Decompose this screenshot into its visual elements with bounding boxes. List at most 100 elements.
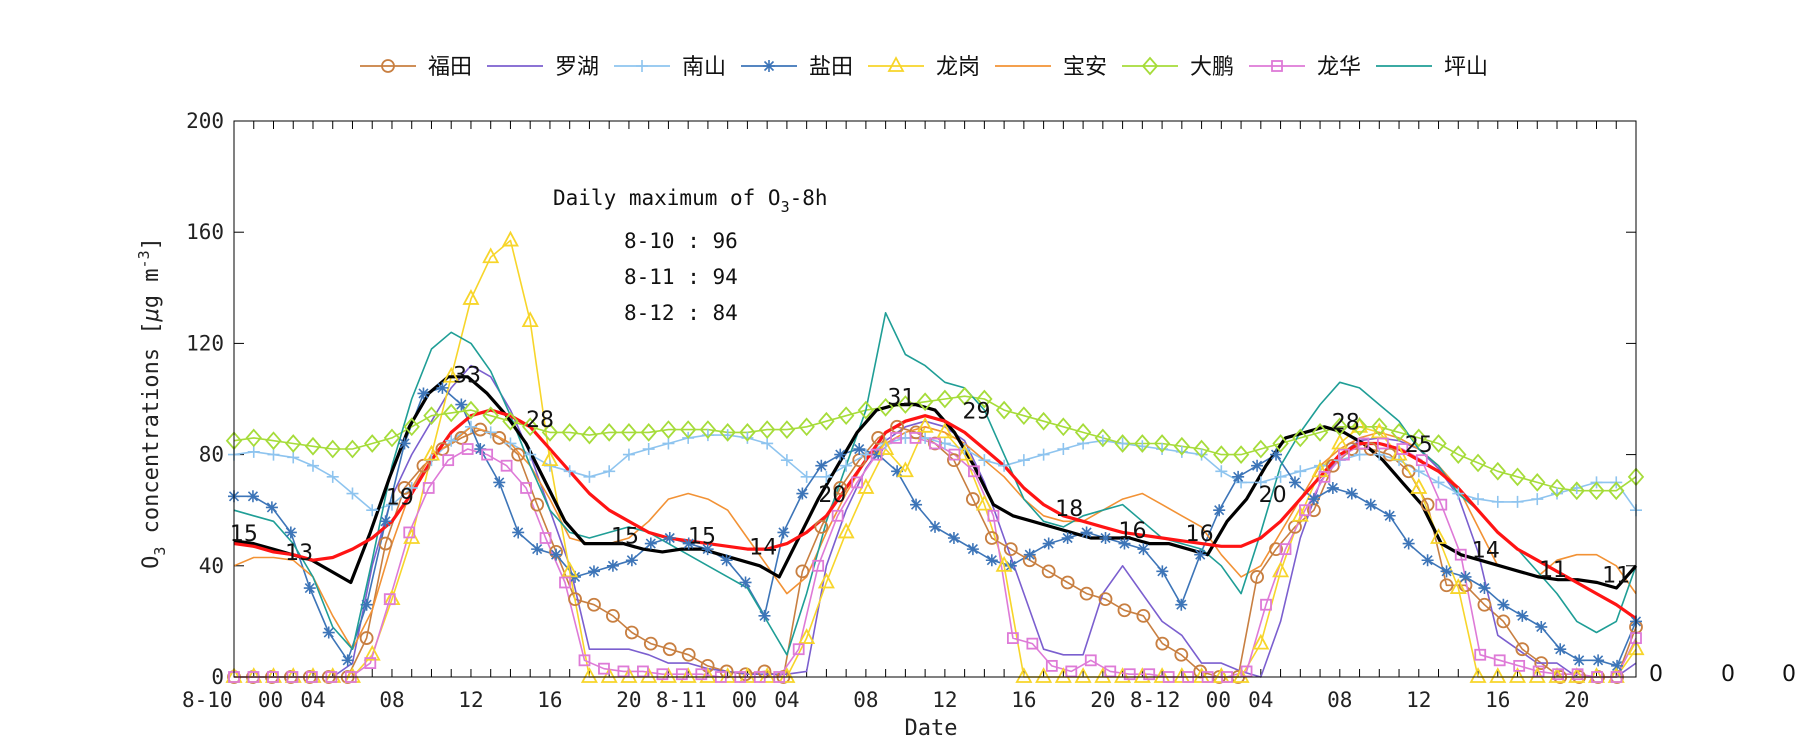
data-point	[473, 422, 488, 437]
data-point	[777, 526, 790, 539]
data-point	[1450, 445, 1467, 464]
x-tick-label: 8-10 00	[182, 688, 283, 712]
data-point	[896, 461, 914, 478]
data-point	[324, 439, 341, 459]
x-tick-label: 16	[1485, 688, 1510, 712]
data-point	[304, 436, 322, 456]
plot-frame	[233, 120, 1637, 678]
point-label: 13	[285, 541, 313, 566]
data-point	[1357, 437, 1370, 450]
data-point	[265, 501, 278, 514]
point-label: 15	[688, 525, 716, 550]
data-point	[1232, 667, 1250, 683]
data-point	[833, 481, 848, 495]
data-point	[1291, 505, 1309, 522]
point-label: 18	[1055, 497, 1083, 522]
data-point	[454, 431, 469, 445]
data-point	[637, 665, 649, 678]
data-point	[1390, 422, 1408, 442]
data-point	[763, 60, 775, 72]
data-point	[1023, 548, 1036, 561]
data-point	[405, 481, 418, 494]
data-point	[675, 668, 688, 681]
data-point	[1272, 561, 1290, 578]
corner-label: 0	[1782, 662, 1796, 687]
data-point	[455, 398, 468, 411]
data-point	[539, 532, 552, 544]
data-point	[1213, 504, 1226, 517]
legend-label: 大鹏	[1190, 55, 1234, 80]
data-point	[559, 576, 571, 589]
data-point	[1015, 667, 1033, 683]
data-point	[1592, 654, 1605, 667]
data-point	[530, 497, 545, 512]
point-label: 16	[1186, 522, 1214, 547]
data-point	[1318, 470, 1331, 483]
data-point	[1531, 493, 1544, 506]
data-point	[642, 443, 655, 456]
data-point	[701, 543, 714, 556]
data-point	[644, 537, 657, 550]
annotation-line: 8-11 : 94	[624, 265, 738, 289]
data-point	[561, 422, 578, 442]
data-point	[719, 422, 736, 442]
data-point	[834, 448, 847, 461]
data-point	[1098, 592, 1113, 607]
data-point	[965, 492, 980, 506]
data-point	[598, 662, 610, 675]
data-point	[909, 432, 922, 444]
daily-max-annotation: Daily maximum of O3-8h 8-10 : 96 8-11 : 94…	[553, 186, 828, 325]
data-point	[1477, 597, 1492, 612]
x-tick-label: 08	[1327, 688, 1352, 712]
x-tick-label: 16	[537, 688, 562, 712]
data-point	[1194, 548, 1207, 561]
data-point	[1469, 667, 1487, 683]
legend-item: 龙华	[1249, 55, 1361, 80]
data-point	[381, 59, 395, 73]
data-point	[1529, 473, 1546, 492]
data-point	[1235, 476, 1248, 489]
x-axis-ticks: 8-10 00 04 08 12 16 20 8-11 00 04 08 12 16 20 8-12 0…	[182, 121, 1637, 712]
data-point	[662, 642, 677, 657]
data-point	[587, 565, 600, 578]
point-labels: 15 13 19 33 28 15 15 14 20 31 29 18 16 16 20 28 25 14 11 11	[230, 363, 1630, 588]
data-point	[1515, 642, 1530, 657]
data-point	[502, 411, 519, 431]
data-point	[1065, 665, 1078, 678]
x-axis-label: Date	[905, 716, 958, 741]
data-point	[403, 417, 420, 437]
data-point	[1156, 565, 1169, 578]
data-point	[1143, 668, 1156, 681]
data-point	[1571, 668, 1584, 681]
data-point	[267, 448, 280, 461]
data-point	[379, 515, 392, 528]
data-point	[1459, 570, 1472, 583]
data-point	[1137, 543, 1150, 556]
data-point	[1061, 532, 1074, 544]
data-point	[511, 447, 526, 462]
bottom-right-labels: 0 0 0	[1649, 662, 1796, 687]
data-point	[1055, 417, 1072, 437]
data-point	[1493, 654, 1506, 667]
data-point	[1270, 448, 1283, 461]
data-point	[442, 454, 455, 467]
data-point	[603, 465, 616, 478]
data-point	[877, 397, 894, 417]
data-point	[493, 476, 506, 489]
data-point	[1156, 443, 1169, 456]
data-point	[524, 448, 537, 461]
data-point	[1213, 445, 1230, 464]
data-point	[1250, 570, 1264, 584]
data-point	[936, 422, 954, 439]
data-point	[1430, 528, 1448, 544]
annotation-title: Daily maximum of O3-8h	[553, 186, 828, 216]
data-point	[682, 537, 695, 550]
data-point	[1042, 537, 1055, 550]
data-point	[1279, 543, 1292, 556]
data-point	[1254, 476, 1267, 489]
legend-item: 福田	[360, 55, 472, 80]
series-line-宝安	[233, 426, 1637, 650]
data-point	[1015, 406, 1033, 426]
data-point	[695, 668, 708, 681]
